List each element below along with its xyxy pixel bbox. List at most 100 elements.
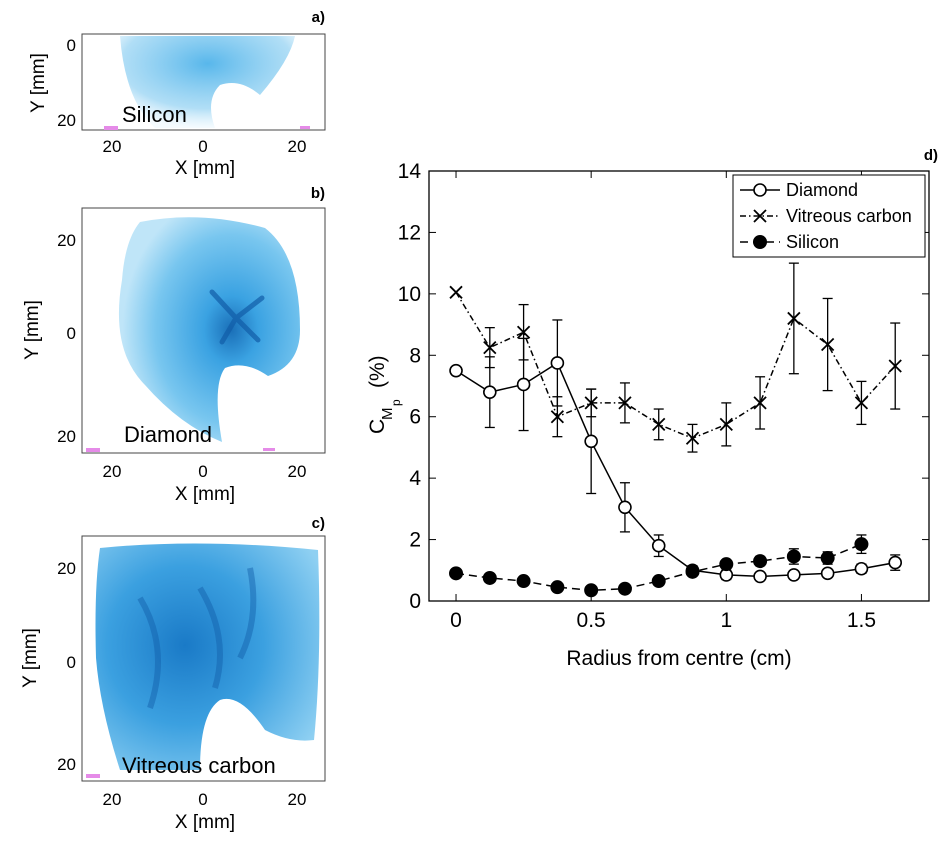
y-tick-label: 0 — [67, 324, 76, 343]
panel-d: 0 2 4 6 8 10 12 14 0 0.5 1 1.5 d) Radius from centr… — [340, 140, 940, 680]
x-tick-label: 0 — [450, 609, 462, 632]
data-point — [719, 557, 734, 572]
axis-ticks: 0 2 4 6 8 10 12 14 0 0.5 1 1.5 — [398, 160, 929, 632]
data-point — [584, 434, 598, 449]
series-line — [455, 291, 896, 440]
heatmap-silicon: a) Silicon 0 20 20 0 20 X [mm] Y [mm] — [28, 9, 326, 179]
panel-letter: b) — [311, 185, 325, 202]
series-line — [455, 361, 896, 578]
data-point — [854, 561, 869, 576]
y-tick-label: 0 — [67, 36, 76, 55]
heatmap-vitreous-carbon: c) Vitreous carbon 20 0 20 20 0 20 X [mm… — [20, 515, 326, 833]
panel-a: a) Silicon 0 20 20 0 20 X [mm] Y [mm] — [0, 0, 330, 190]
data-point — [617, 581, 632, 596]
data-point — [820, 551, 835, 565]
data-point — [652, 417, 666, 432]
x-tick-label: 0 — [198, 137, 207, 156]
material-label: Vitreous carbon — [122, 753, 276, 778]
x-tick-label: 20 — [288, 462, 307, 481]
y-axis-title-main: C — [366, 419, 389, 434]
x-tick-label: 0 — [198, 462, 207, 481]
x-axis-title: X [mm] — [175, 158, 235, 179]
series-silicon — [449, 534, 869, 598]
data-point — [854, 537, 869, 552]
data-point — [888, 555, 903, 570]
data-point — [483, 340, 497, 355]
y-tick-label: 4 — [409, 467, 421, 490]
x-tick-label: 20 — [103, 137, 122, 156]
data-point — [516, 574, 531, 589]
data-point — [719, 417, 733, 432]
data-point — [516, 325, 531, 339]
data-point — [483, 385, 497, 399]
series-vitreous-carbon — [449, 262, 902, 453]
legend: Diamond Vitreous carbon Silicon — [732, 174, 926, 258]
data-point — [550, 410, 565, 424]
y-tick-label: 20 — [57, 427, 76, 446]
data-point — [787, 568, 801, 582]
data-point — [618, 500, 632, 515]
y-tick-label: 20 — [57, 559, 76, 578]
pink-artifact — [86, 774, 100, 778]
material-label: Diamond — [124, 422, 212, 447]
pink-artifact — [86, 448, 100, 452]
data-point — [787, 311, 801, 326]
data-point — [449, 566, 464, 581]
data-point — [821, 337, 835, 352]
y-axis-title: Y [mm] — [22, 300, 43, 360]
legend-marker — [753, 183, 767, 197]
legend-label: Silicon — [786, 232, 839, 252]
plot-frame — [428, 170, 930, 602]
data-point — [786, 549, 801, 564]
data-point — [685, 564, 700, 579]
data-point — [516, 377, 531, 392]
x-tick-label: 20 — [103, 462, 122, 481]
pink-artifact — [263, 448, 275, 451]
data-point — [753, 396, 767, 410]
data-point — [550, 580, 565, 595]
panel-b: b) Diamond 20 0 20 20 0 20 X [mm] Y [mm] — [0, 180, 330, 520]
y-tick-label: 20 — [57, 111, 76, 130]
y-tick-label: 0 — [409, 590, 421, 613]
panel-letter: c) — [312, 515, 325, 532]
data-point — [753, 554, 768, 569]
y-axis-title: C M p (%) — [366, 355, 403, 434]
panel-c: c) Vitreous carbon 20 0 20 20 0 20 X [mm… — [0, 508, 330, 849]
x-tick-label: 20 — [103, 790, 122, 809]
y-tick-label: 2 — [409, 529, 421, 552]
material-label: Silicon — [122, 102, 187, 127]
data-point — [584, 396, 598, 410]
heatmap-diamond: b) Diamond 20 0 20 20 0 20 X [mm] Y [mm] — [22, 185, 326, 505]
pink-artifact — [104, 126, 118, 130]
legend-label: Vitreous carbon — [786, 206, 912, 226]
panel-letter: a) — [312, 9, 325, 26]
y-axis-title: Y [mm] — [20, 628, 41, 688]
y-axis-title-sub1: M — [379, 408, 396, 421]
heatmap-intensity — [120, 36, 295, 128]
y-tick-label: 10 — [398, 283, 421, 306]
data-point — [584, 583, 599, 598]
panel-letter: d) — [924, 147, 938, 164]
x-axis-title: Radius from centre (cm) — [566, 647, 791, 670]
y-tick-label: 20 — [57, 231, 76, 250]
y-tick-label: 12 — [398, 221, 421, 244]
heatmap-intensity — [95, 543, 320, 770]
legend-marker — [753, 209, 767, 223]
x-axis-title: X [mm] — [175, 812, 235, 833]
y-tick-label: 6 — [409, 406, 421, 429]
series-diamond — [449, 319, 903, 584]
x-tick-label: 20 — [288, 137, 307, 156]
x-tick-label: 0 — [198, 790, 207, 809]
data-point — [651, 574, 666, 589]
x-tick-label: 20 — [288, 790, 307, 809]
data-point — [482, 570, 497, 585]
legend-label: Diamond — [786, 180, 858, 200]
y-tick-label: 14 — [398, 160, 422, 183]
data-point — [449, 285, 463, 299]
y-axis-title: Y [mm] — [28, 53, 49, 113]
x-tick-label: 0.5 — [577, 609, 606, 632]
y-tick-label: 0 — [67, 653, 76, 672]
data-point — [854, 396, 869, 410]
data-point — [651, 538, 666, 553]
data-point — [820, 566, 835, 581]
